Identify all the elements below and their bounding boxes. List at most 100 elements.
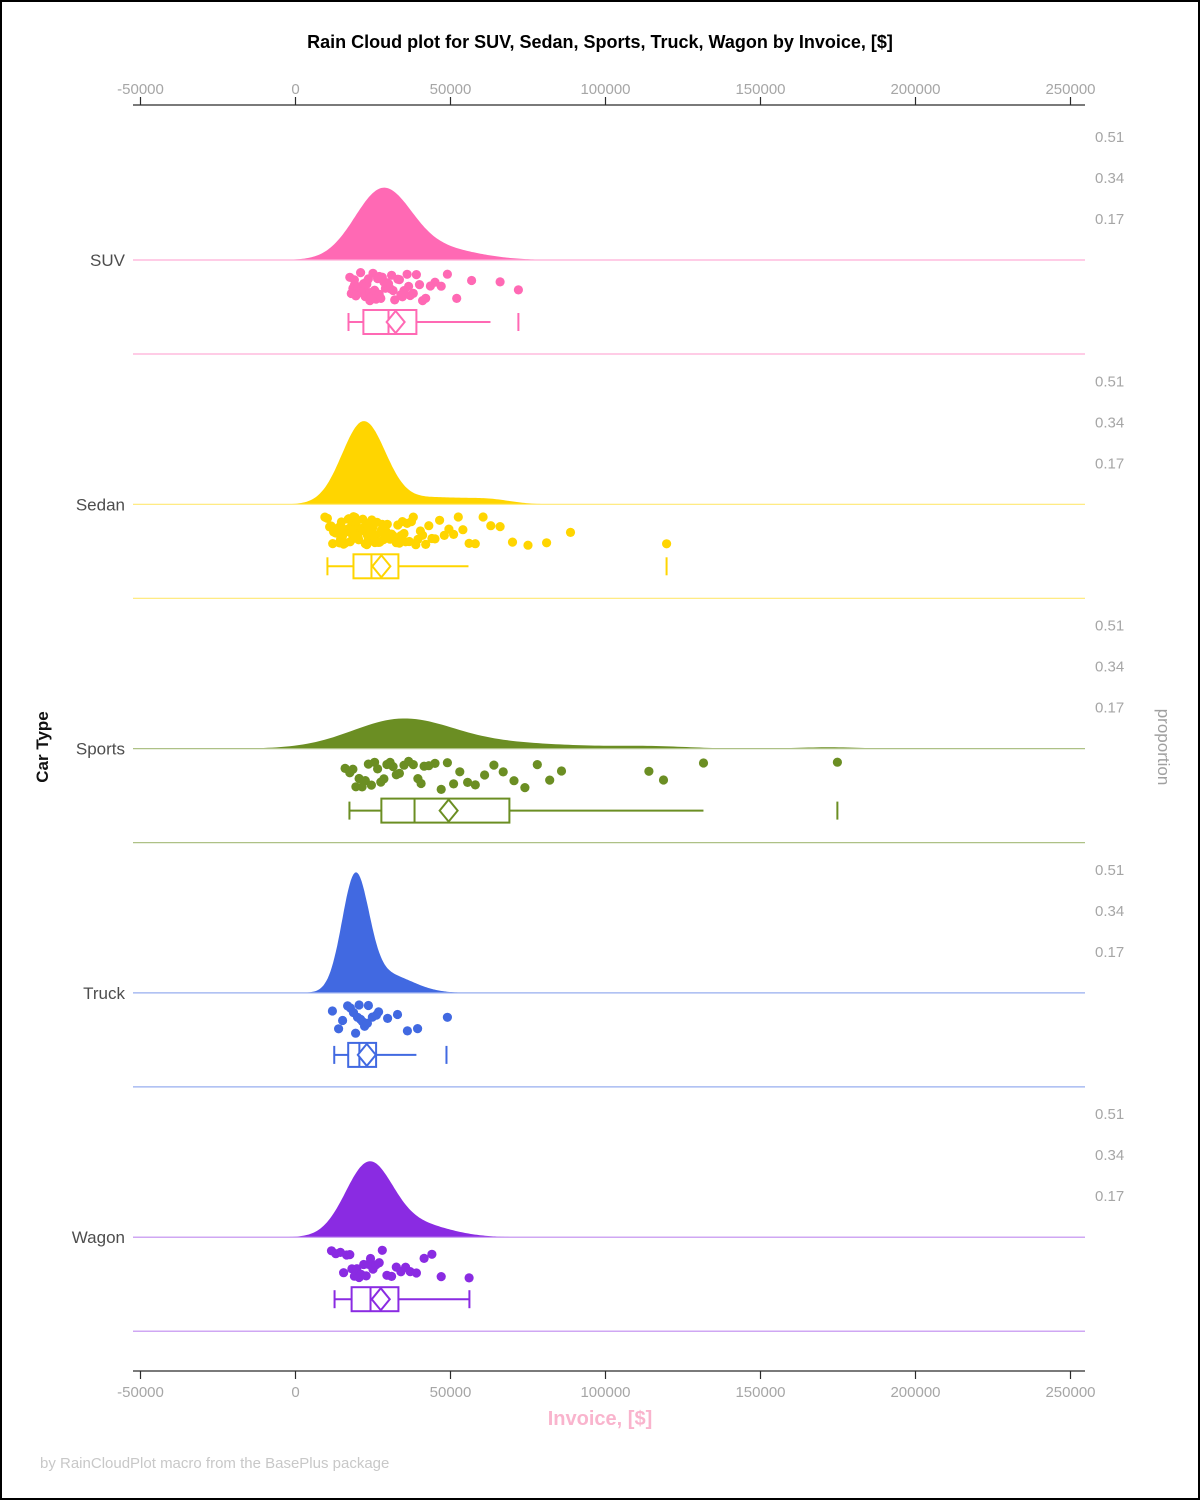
rain-point-sports — [470, 780, 480, 790]
rain-point-sedan — [453, 512, 463, 522]
rain-point-sports — [556, 766, 567, 776]
proportion-tick-label: 0.51 — [1095, 862, 1124, 879]
mean-diamond — [371, 553, 392, 579]
rain-point-sedan — [322, 513, 332, 523]
rain-point-suv — [513, 285, 523, 295]
x-tick-label: 0 — [291, 1384, 299, 1401]
rain-point-suv — [388, 285, 398, 296]
rain-point-truck — [413, 1024, 423, 1034]
rain-point-sedan — [449, 529, 459, 540]
x-tick-label: 50000 — [430, 1384, 472, 1401]
y-axis-label: Car Type — [33, 711, 52, 783]
rain-point-sports — [498, 767, 508, 777]
rain-point-sports — [394, 768, 404, 779]
proportion-tick-label: 0.34 — [1095, 659, 1124, 676]
mean-diamond — [438, 798, 459, 824]
rain-point-wagon — [436, 1272, 446, 1282]
rain-point-sports — [442, 758, 452, 768]
rain-point-sports — [373, 764, 383, 774]
footer-credit: by RainCloudPlot macro from the BasePlus… — [40, 1455, 389, 1472]
rain-point-sports — [379, 774, 389, 784]
density-cloud-suv — [280, 187, 559, 260]
rain-point-truck — [363, 1000, 373, 1011]
rain-point-suv — [414, 280, 425, 290]
rain-point-sedan — [399, 528, 409, 539]
rain-point-sports — [832, 757, 843, 767]
rain-point-sedan — [421, 539, 431, 550]
x-tick-label: 150000 — [735, 1384, 785, 1401]
rain-point-truck — [351, 1028, 361, 1038]
x-tick-label: -50000 — [117, 1384, 164, 1401]
rain-point-sports — [388, 762, 398, 772]
rain-point-suv — [402, 269, 412, 279]
rain-point-truck — [402, 1026, 412, 1036]
rain-point-sedan — [458, 525, 468, 535]
rain-point-wagon — [365, 1253, 376, 1264]
mean-diamond — [385, 309, 406, 335]
rain-point-suv — [394, 275, 404, 285]
rain-point-truck — [442, 1012, 452, 1022]
rain-point-truck — [374, 1007, 384, 1017]
density-cloud-wagon — [267, 1161, 532, 1238]
rain-point-wagon — [464, 1273, 474, 1283]
rain-point-sedan — [408, 512, 418, 522]
category-label-suv: SUV — [90, 251, 126, 270]
rain-point-suv — [421, 293, 431, 303]
rain-point-sports — [480, 770, 490, 780]
rain-point-sports — [430, 758, 440, 769]
rain-point-sports — [408, 760, 418, 770]
x-tick-label: 250000 — [1045, 81, 1095, 98]
rain-point-suv — [436, 281, 446, 291]
y2-axis-label: proportion — [1154, 709, 1173, 786]
rain-point-sports — [436, 784, 446, 795]
plot-body: -50000 0 50000 100000 150000 200000 250000 -500… — [72, 81, 1124, 1401]
proportion-tick-label: 0.51 — [1095, 1106, 1124, 1123]
proportion-tick-label: 0.34 — [1095, 1147, 1124, 1164]
rain-point-sports — [416, 778, 426, 789]
chart-title: Rain Cloud plot for SUV, Sedan, Sports, … — [307, 32, 893, 52]
rain-point-sedan — [507, 537, 518, 547]
x-tick-label: 50000 — [430, 81, 472, 98]
density-cloud-sports — [202, 718, 900, 749]
rain-point-sports — [698, 758, 709, 768]
rain-point-sedan — [662, 539, 672, 549]
proportion-tick-label: 0.34 — [1095, 414, 1124, 431]
rain-point-wagon — [377, 1245, 387, 1255]
rain-point-suv — [442, 269, 452, 279]
rain-point-wagon — [374, 1258, 384, 1268]
x-tick-label: 100000 — [580, 1384, 630, 1401]
rain-point-sports — [366, 780, 376, 790]
proportion-tick-label: 0.51 — [1095, 373, 1124, 390]
proportion-tick-label: 0.17 — [1095, 455, 1124, 472]
rain-point-truck — [383, 1013, 393, 1024]
rain-point-suv — [390, 295, 400, 305]
rain-point-sedan — [478, 512, 488, 522]
rain-point-sports — [348, 764, 358, 774]
rain-point-sedan — [486, 521, 496, 531]
x-tick-label: 150000 — [735, 81, 785, 98]
proportion-tick-label: 0.34 — [1095, 903, 1124, 920]
rain-point-truck — [392, 1009, 403, 1020]
mean-diamond — [370, 1286, 392, 1312]
rain-point-suv — [495, 277, 505, 287]
rain-point-truck — [334, 1024, 344, 1034]
x-tick-label: 100000 — [580, 81, 630, 98]
rain-point-sedan — [439, 530, 449, 541]
rain-point-truck — [362, 1018, 372, 1028]
rain-point-wagon — [419, 1253, 429, 1263]
rain-point-sedan — [328, 539, 338, 549]
rain-point-sedan — [382, 519, 392, 529]
proportion-tick-label: 0.17 — [1095, 1188, 1124, 1205]
rain-point-sedan — [565, 527, 576, 538]
rain-point-suv — [408, 288, 418, 298]
rain-point-sports — [532, 760, 542, 770]
rain-point-sedan — [542, 538, 552, 548]
rain-point-suv — [467, 275, 477, 286]
rain-point-wagon — [339, 1268, 349, 1278]
mean-diamond — [356, 1042, 378, 1068]
rain-point-truck — [327, 1006, 337, 1016]
rain-point-wagon — [387, 1271, 397, 1281]
proportion-tick-label: 0.17 — [1095, 700, 1124, 717]
rain-point-sports — [489, 760, 499, 770]
